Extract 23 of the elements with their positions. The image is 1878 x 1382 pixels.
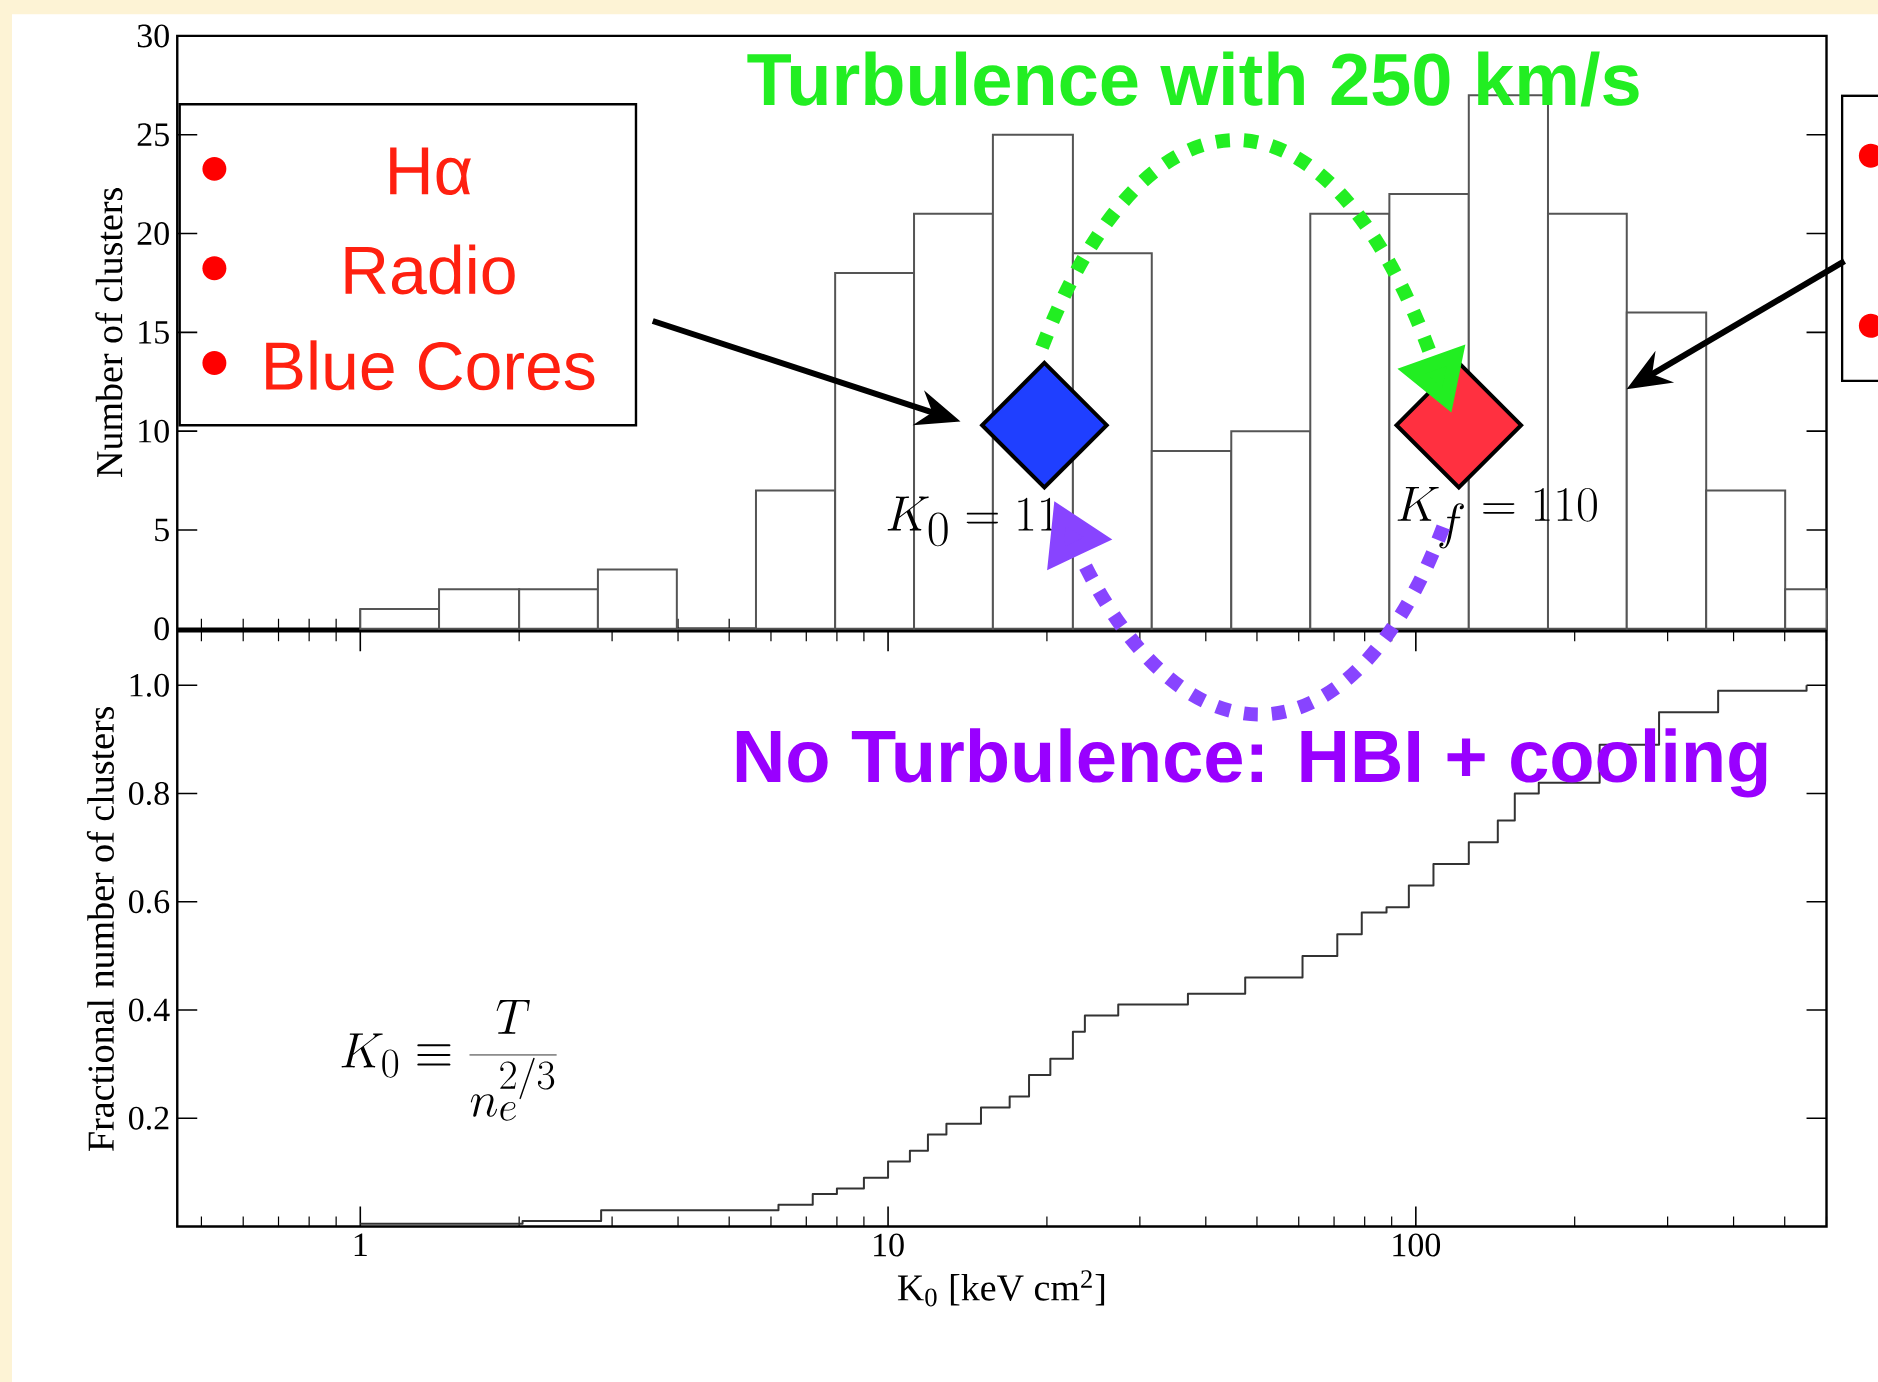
y-tick-label: 10 <box>139 419 169 443</box>
y-tick-label: 5 <box>155 518 169 542</box>
y-tick-label: 0.6 <box>128 890 170 914</box>
y-tick-label: 1.0 <box>130 673 169 697</box>
y-axis-title: Fractional number of clusters <box>86 706 114 1151</box>
annotation: Turbulence with 250 km/s <box>747 51 1639 107</box>
y-tick-label: 20 <box>137 221 169 245</box>
annotation: Hα <box>390 147 472 195</box>
y-tick-label: 25 <box>137 123 169 147</box>
x-tick-label: 1 <box>354 1233 367 1256</box>
x-tick-label: 10 <box>874 1233 904 1257</box>
x-tick-label: 100 <box>1393 1233 1441 1257</box>
y-axis-title: Number of clusters <box>95 188 123 477</box>
y-tick-label: 0.2 <box>128 1106 169 1130</box>
y-tick-label: 15 <box>139 320 169 344</box>
x-axis-title: K$_{0}$ [keV cm$^{2}$] <box>897 1270 1105 1307</box>
annotation: Blue Cores <box>266 340 595 391</box>
y-tick-label: 0.8 <box>128 781 169 805</box>
y-tick-label: 30 <box>137 24 169 48</box>
annotation: $K_0 \equiv \frac{T}{n_e^{2/3}}$ <box>341 999 557 1121</box>
y-tick-label: 0.4 <box>128 998 170 1022</box>
annotation: Radio <box>345 244 515 295</box>
y-tick-label: 0 <box>154 617 169 641</box>
